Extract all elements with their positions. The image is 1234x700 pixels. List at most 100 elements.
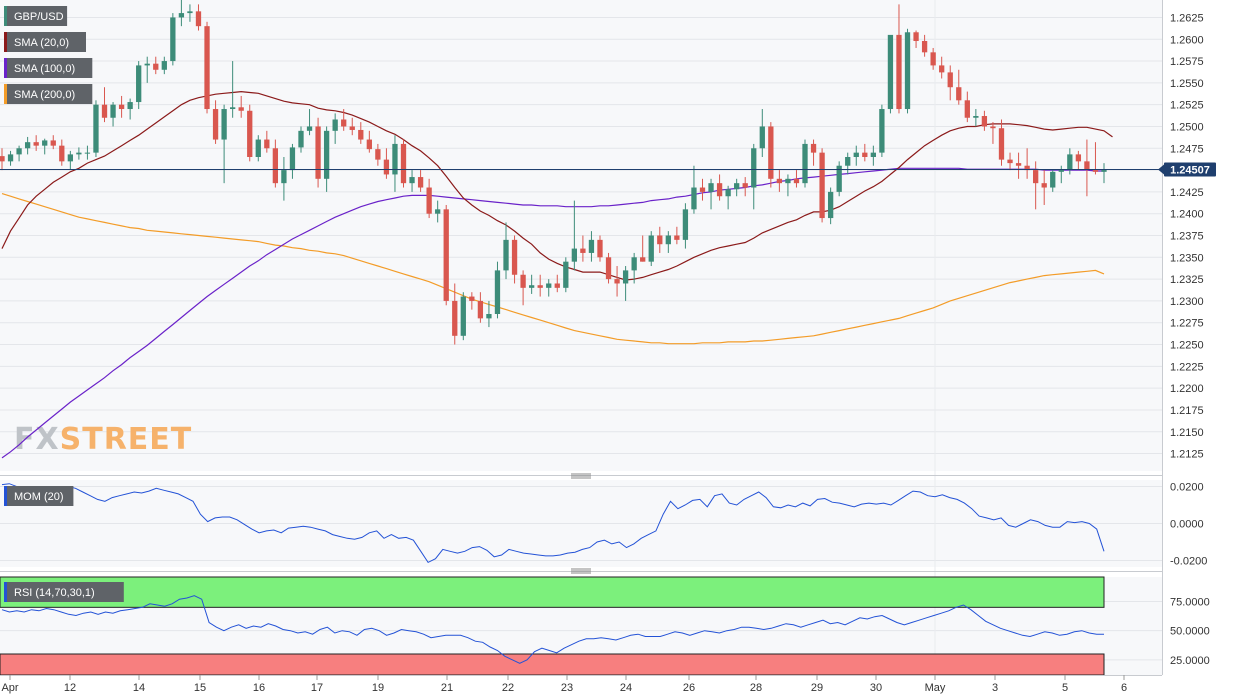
candle <box>494 261 501 319</box>
mom-grid <box>0 485 1162 562</box>
candle <box>392 135 398 192</box>
candle-body <box>212 109 219 140</box>
candle-body <box>1101 169 1107 172</box>
candle <box>742 177 748 197</box>
candle-body <box>768 126 774 179</box>
candle-body <box>24 142 31 149</box>
legend-item[interactable]: SMA (20,0) <box>4 32 86 52</box>
candle-body <box>59 145 65 162</box>
price-tick-label: 1.2300 <box>1170 296 1204 308</box>
candle-body <box>597 239 603 258</box>
candle-body <box>118 104 125 110</box>
candle <box>665 231 671 253</box>
candle-body <box>588 239 595 253</box>
legend-label: SMA (20,0) <box>14 37 69 49</box>
time-tick-label: 22 <box>502 682 514 694</box>
candle <box>640 235 646 262</box>
candle-body <box>50 140 56 146</box>
mom-legend: MOM (20) <box>4 486 74 506</box>
candle <box>477 292 484 323</box>
candle <box>939 56 945 79</box>
candle <box>170 13 176 66</box>
candle <box>110 102 116 127</box>
candle-body <box>409 177 415 184</box>
legend-color-swatch <box>4 486 7 506</box>
candle-body <box>375 149 381 160</box>
legend-label: GBP/USD <box>14 11 64 23</box>
time-tick-label: 29 <box>811 682 823 694</box>
candle-body <box>887 34 894 110</box>
candle <box>708 178 714 210</box>
candle-body <box>802 143 808 184</box>
candle-body <box>0 156 5 162</box>
candle-body <box>469 296 475 301</box>
candle-body <box>742 183 748 188</box>
candle <box>537 274 543 297</box>
resize-handle-2[interactable] <box>571 568 591 574</box>
candle <box>657 226 663 253</box>
candle-body <box>1092 170 1099 172</box>
candle-body <box>785 178 791 184</box>
candle <box>827 187 834 225</box>
main-legend: GBP/USD SMA (20,0) SMA (100,0) SMA (200,0) <box>4 6 93 104</box>
resize-handle-1[interactable] <box>571 473 591 479</box>
rsi-overbought-zone <box>0 576 1105 608</box>
candle-body <box>631 257 637 271</box>
candle-body <box>494 270 501 314</box>
candle-body <box>127 102 133 110</box>
candle <box>93 100 99 157</box>
candle <box>631 252 637 284</box>
candle-body <box>298 130 304 148</box>
watermark-part2: STREET <box>60 422 193 457</box>
legend-label: RSI (14,70,30,1) <box>14 587 95 599</box>
candle-body <box>657 235 663 245</box>
candle-body <box>939 65 945 73</box>
candle <box>1050 170 1056 192</box>
candle-body <box>708 183 714 192</box>
rsi-tick-label: 25.0000 <box>1170 655 1210 667</box>
candle <box>315 117 321 188</box>
legend-item[interactable]: SMA (100,0) <box>4 58 93 78</box>
candle-body <box>1024 165 1030 171</box>
candle-body <box>136 65 142 103</box>
candle <box>178 0 185 27</box>
candle <box>785 174 791 197</box>
candle <box>84 145 91 160</box>
candle-body <box>161 61 167 70</box>
candle-body <box>622 270 629 284</box>
candle-body <box>204 26 210 110</box>
candle-body <box>793 178 800 184</box>
time-tick-label: 17 <box>311 682 323 694</box>
candle-body <box>734 183 740 190</box>
candle-body <box>1007 159 1013 164</box>
time-tick-label: 6 <box>1121 682 1127 694</box>
candle-body <box>93 104 99 153</box>
candle <box>144 56 150 83</box>
candle-body <box>153 63 159 70</box>
candle <box>1067 148 1073 175</box>
legend-item-background <box>4 84 93 104</box>
candle-body <box>827 191 834 219</box>
legend-item[interactable]: RSI (14,70,30,1) <box>4 582 124 602</box>
legend-item[interactable]: SMA (200,0) <box>4 84 93 104</box>
candle-body <box>930 52 936 66</box>
time-tick-label: 23 <box>561 682 573 694</box>
time-tick-label: 24 <box>620 682 632 694</box>
legend-item[interactable]: MOM (20) <box>4 486 74 506</box>
candle-body <box>956 87 962 101</box>
legend-item[interactable]: GBP/USD <box>4 6 68 26</box>
candle <box>1041 170 1047 205</box>
candle-body <box>776 178 783 184</box>
legend-item-background <box>4 582 124 602</box>
price-tick-label: 1.2500 <box>1170 121 1204 133</box>
candle-body <box>42 140 48 146</box>
candle <box>605 252 612 284</box>
candle <box>879 104 885 157</box>
candle-body <box>904 32 911 110</box>
candle <box>24 136 31 155</box>
candle <box>964 91 970 123</box>
candle <box>862 143 868 162</box>
candle <box>264 130 270 153</box>
candle <box>614 266 620 297</box>
candle-body <box>998 128 1005 160</box>
